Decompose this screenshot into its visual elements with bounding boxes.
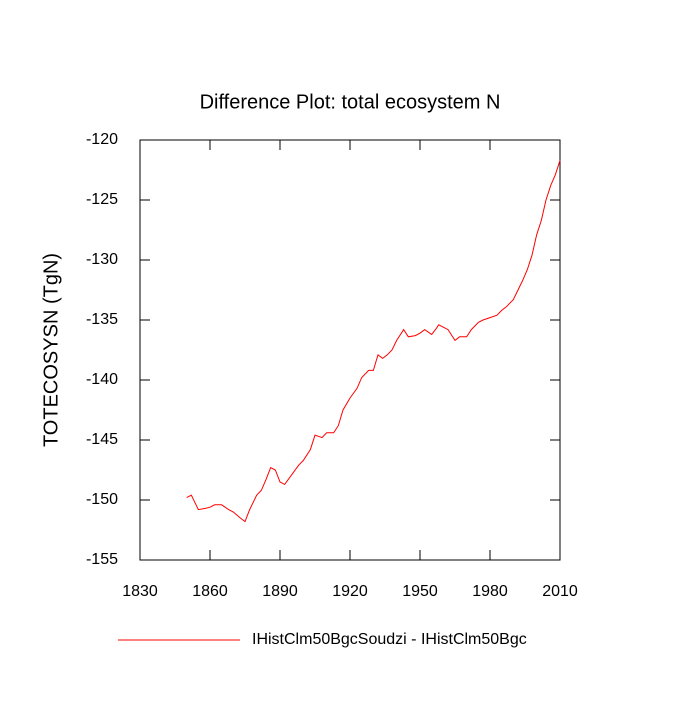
y-tick-label: -140 — [86, 371, 118, 388]
y-tick-label: -150 — [86, 491, 118, 508]
y-tick-label: -120 — [86, 131, 118, 148]
x-tick-label: 1980 — [472, 583, 508, 600]
y-tick-label: -130 — [86, 251, 118, 268]
chart-title: Difference Plot: total ecosystem N — [200, 91, 501, 113]
y-tick-label: -145 — [86, 431, 118, 448]
x-tick-label: 1920 — [332, 583, 368, 600]
legend-label: IHistClm50BgcSoudzi - IHistClm50Bgc — [252, 631, 527, 648]
data-line — [186, 160, 561, 523]
y-tick-label: -125 — [86, 191, 118, 208]
y-tick-label: -155 — [86, 551, 118, 568]
x-tick-label: 1890 — [262, 583, 298, 600]
y-tick-label: -135 — [86, 311, 118, 328]
y-axis-label: TOTECOSYSN (TgN) — [40, 253, 62, 447]
x-tick-label: 2010 — [542, 583, 578, 600]
x-tick-label: 1950 — [402, 583, 438, 600]
plot-frame — [139, 139, 561, 561]
x-tick-label: 1830 — [122, 583, 158, 600]
x-tick-label: 1860 — [192, 583, 228, 600]
